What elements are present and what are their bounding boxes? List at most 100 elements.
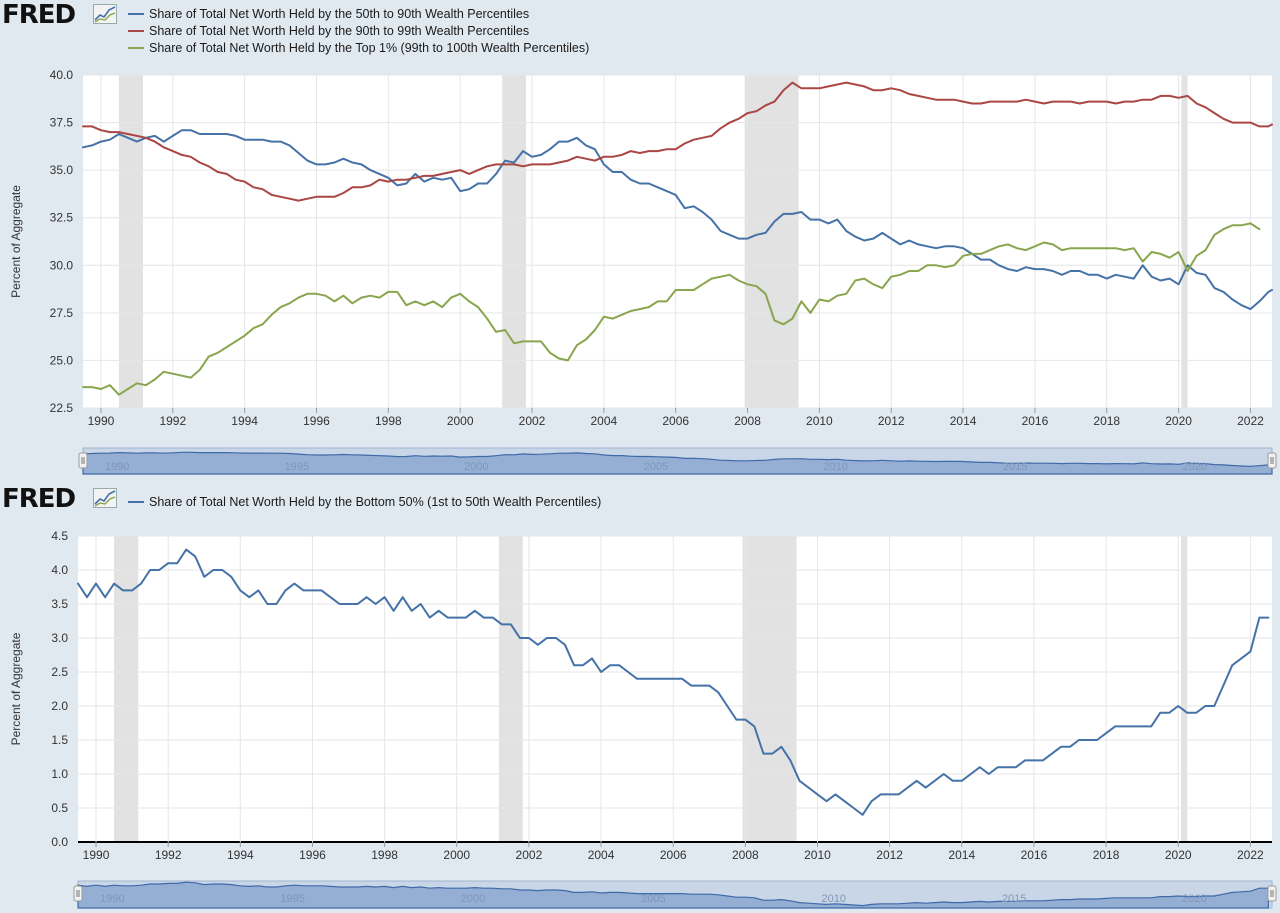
- range-navigator-top[interactable]: 1990 1995 2000 2005 2010 2015 2020: [0, 446, 1280, 478]
- navigator-handle-left[interactable]: [73, 885, 83, 902]
- navigator-label: 2000: [464, 461, 488, 473]
- x-tick-label: 2004: [588, 848, 615, 862]
- x-tick-label: 1998: [371, 848, 398, 862]
- x-tick-label: 2014: [948, 848, 975, 862]
- fred-logo[interactable]: FRED: [2, 484, 76, 514]
- x-tick-label: 2018: [1093, 414, 1120, 428]
- y-tick-label: 3.0: [51, 631, 68, 645]
- x-tick-label: 2016: [1021, 848, 1048, 862]
- fred-logo[interactable]: FRED: [2, 0, 76, 30]
- navigator-handle-right[interactable]: [1267, 885, 1277, 902]
- legend-item-50-90[interactable]: Share of Total Net Worth Held by the 50t…: [128, 6, 589, 23]
- recession-band: [742, 536, 797, 842]
- legend-label: Share of Total Net Worth Held by the Top…: [149, 41, 590, 55]
- y-axis-label: Percent of Aggregate: [9, 632, 23, 745]
- legend-swatch-blue: [128, 12, 144, 15]
- x-tick-label: 2006: [660, 848, 687, 862]
- legend-label: Share of Total Net Worth Held by the 90t…: [149, 24, 530, 38]
- navigator-label: 1990: [100, 893, 124, 905]
- fred-chart-icon: [93, 488, 117, 508]
- handle-body[interactable]: [78, 452, 88, 469]
- legend-item-bottom-50[interactable]: Share of Total Net Worth Held by the Bot…: [128, 494, 601, 511]
- x-tick-label: 2020: [1165, 848, 1192, 862]
- navigator-label: 2015: [1003, 461, 1027, 473]
- handle-body[interactable]: [73, 885, 83, 902]
- navigator-label: 2015: [1002, 893, 1026, 905]
- y-tick-label: 37.5: [50, 116, 74, 130]
- x-tick-label: 2016: [1022, 414, 1049, 428]
- y-tick-label: 27.5: [50, 306, 74, 320]
- recession-band: [498, 536, 523, 842]
- series-line-0[interactable]: [82, 129, 1273, 311]
- legend-top: Share of Total Net Worth Held by the 50t…: [128, 6, 589, 57]
- series-line-1[interactable]: [82, 81, 1273, 202]
- navigator-label: 1995: [285, 461, 309, 473]
- y-tick-label: 1.0: [51, 767, 68, 781]
- x-tick-label: 2014: [950, 414, 977, 428]
- y-tick-label: 4.5: [51, 529, 68, 543]
- x-tick-label: 2006: [662, 414, 689, 428]
- fred-chart-icon: [93, 4, 117, 24]
- x-tick-label: 2012: [876, 848, 903, 862]
- navigator-label: 2020: [1182, 893, 1206, 905]
- x-tick-label: 1992: [159, 414, 186, 428]
- legend-swatch-red: [128, 29, 144, 32]
- recession-band: [118, 75, 143, 408]
- x-tick-label: 2002: [516, 848, 543, 862]
- navigator-label: 2020: [1183, 461, 1207, 473]
- line-chart-bottom[interactable]: 0.0 0.5 1.0 1.5 2.0 2.5 3.0 3.5 4.0 4.5 1990 1992 19…: [0, 524, 1280, 874]
- y-tick-label: 1.5: [51, 733, 68, 747]
- x-tick-label: 2022: [1237, 414, 1264, 428]
- navigator-series: [77, 881, 1269, 909]
- y-tick-label: 25.0: [50, 353, 74, 367]
- x-tick-label: 2012: [878, 414, 905, 428]
- y-tick-label: 2.5: [51, 665, 68, 679]
- x-tick-label: 2004: [591, 414, 618, 428]
- navigator-label: 2005: [641, 893, 665, 905]
- recession-band: [502, 75, 526, 408]
- line-chart-top[interactable]: 22.5 25.0 27.5 30.0 32.5 35.0 37.5 40.0 1990 1992…: [0, 60, 1280, 438]
- recession-band: [744, 75, 799, 408]
- legend-item-90-99[interactable]: Share of Total Net Worth Held by the 90t…: [128, 23, 589, 40]
- y-tick-label: 40.0: [50, 68, 74, 82]
- y-tick-label: 32.5: [50, 211, 74, 225]
- x-tick-label: 1996: [303, 414, 330, 428]
- x-tick-label: 1996: [299, 848, 326, 862]
- navigator-handle-left[interactable]: [78, 452, 88, 469]
- navigator-label: 1995: [280, 893, 304, 905]
- navigator-handle-right[interactable]: [1267, 452, 1277, 469]
- y-tick-label: 0.0: [51, 835, 68, 849]
- range-navigator-bottom[interactable]: 1990 1995 2000 2005 2010 2015 2020: [0, 880, 1280, 910]
- legend-label: Share of Total Net Worth Held by the Bot…: [149, 495, 602, 509]
- handle-body[interactable]: [1267, 452, 1277, 469]
- x-tick-label: 2010: [804, 848, 831, 862]
- handle-body[interactable]: [1267, 885, 1277, 902]
- legend-swatch-blue: [128, 500, 144, 503]
- x-tick-label: 2000: [443, 848, 470, 862]
- y-tick-label: 0.5: [51, 801, 68, 815]
- chart-panel-bottom: FRED Share of Total Net Worth Held by th…: [0, 484, 1280, 913]
- x-tick-label: 1994: [231, 414, 258, 428]
- navigator-series: [82, 451, 1273, 475]
- navigator-label: 2010: [821, 893, 845, 905]
- x-tick-label: 1990: [88, 414, 115, 428]
- y-tick-label: 30.0: [50, 258, 74, 272]
- recession-band: [1181, 75, 1188, 408]
- recession-band: [114, 536, 139, 842]
- navigator-label: 1990: [105, 461, 129, 473]
- x-tick-label: 2002: [519, 414, 546, 428]
- x-tick-label: 2008: [734, 414, 761, 428]
- x-tick-label: 1998: [375, 414, 402, 428]
- plot-area: [83, 75, 1272, 408]
- legend-label: Share of Total Net Worth Held by the 50t…: [149, 7, 530, 21]
- navigator-label: 2000: [461, 893, 485, 905]
- x-tick-label: 2008: [732, 848, 759, 862]
- y-tick-label: 22.5: [50, 401, 74, 415]
- navigator-label: 2005: [644, 461, 668, 473]
- y-axis-label: Percent of Aggregate: [9, 185, 23, 298]
- series-line-2[interactable]: [82, 222, 1261, 396]
- x-tick-label: 2018: [1093, 848, 1120, 862]
- recession-band: [1181, 536, 1188, 842]
- legend-item-top-1[interactable]: Share of Total Net Worth Held by the Top…: [128, 40, 589, 57]
- series-line-0[interactable]: [77, 548, 1270, 816]
